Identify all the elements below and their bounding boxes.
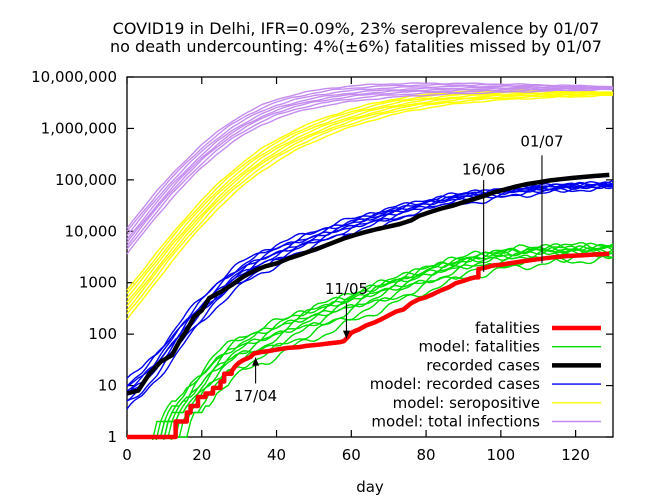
annotation-label: 16/06 <box>462 160 505 178</box>
y-tick-label: 100 <box>88 325 117 343</box>
legend-label-4: model: seropositive <box>393 394 540 412</box>
series-model-seropositive-member <box>126 89 614 291</box>
x-tick-label: 20 <box>192 446 211 464</box>
y-tick-label: 10,000 <box>65 222 118 240</box>
annotation-arrowhead <box>342 330 350 339</box>
series-model-fatalities-member <box>149 243 614 438</box>
annotations-layer: 17/04 11/05 16/06 01/07 <box>234 132 564 405</box>
y-tick-label: 10 <box>98 377 117 395</box>
legend-label-3: model: recorded cases <box>370 375 540 393</box>
y-tick-label: 100,000 <box>55 171 117 189</box>
y-tick-label: 1,000,000 <box>41 119 117 137</box>
axes-layer: 0 20 40 60 80 100 120110100100010,000100,0001,… <box>31 68 614 464</box>
x-tick-label: 100 <box>487 446 516 464</box>
series-model-recorded-cases-member <box>126 181 614 396</box>
y-tick-label: 10,000,000 <box>31 68 117 86</box>
legend-label-1: model: fatalities <box>418 338 540 356</box>
series-recorded-cases <box>126 172 610 396</box>
annotation-label: 17/04 <box>234 387 277 405</box>
series-model-seropositive-member <box>126 91 614 299</box>
series-model-fatalities-member <box>149 246 614 438</box>
x-tick-label: 60 <box>342 446 361 464</box>
series-model-seropositive-member <box>126 93 614 315</box>
series-model-total-infections-member <box>126 83 614 232</box>
y-tick-label: 1 <box>107 428 117 446</box>
x-tick-label: 120 <box>561 446 590 464</box>
series-model-seropositive-member <box>126 92 614 307</box>
x-tick-label: 80 <box>417 446 436 464</box>
legend-label-2: recorded cases <box>426 356 540 374</box>
series-model-fatalities-member <box>155 246 614 440</box>
series-layer <box>126 82 614 440</box>
annotation-label: 01/07 <box>520 132 563 150</box>
series-model-fatalities-member <box>170 255 614 440</box>
series-model-total-infections-member <box>126 82 614 229</box>
annotation-arrowhead <box>252 357 260 366</box>
chart-title-line1: COVID19 in Delhi, IFR=0.09%, 23% seropre… <box>113 19 600 38</box>
series-model-total-infections-member <box>126 88 613 255</box>
series-model-fatalities-member <box>149 243 614 438</box>
series-model-fatalities-member <box>149 242 614 438</box>
series-model-fatalities-member <box>149 242 614 438</box>
series-model-seropositive-member <box>126 94 613 320</box>
series-model-seropositive-member <box>126 92 614 303</box>
series-fatalities <box>127 251 610 440</box>
series-model-total-infections-member <box>126 85 614 237</box>
series-model-total-infections-member <box>126 86 614 244</box>
series-model-recorded-cases-member <box>126 183 614 379</box>
x-tick-label: 40 <box>267 446 286 464</box>
x-tick-label: 0 <box>122 446 132 464</box>
chart-title-line2: no death undercounting: 4%(±6%) fataliti… <box>110 37 602 56</box>
legend-label-5: model: total infections <box>371 413 540 431</box>
y-tick-label: 1000 <box>79 274 117 292</box>
x-axis-title: day <box>356 478 384 496</box>
annotation-label: 11/05 <box>325 280 368 298</box>
title-block: COVID19 in Delhi, IFR=0.09%, 23% seropre… <box>110 19 602 56</box>
legend-label-0: fatalities <box>475 319 540 337</box>
